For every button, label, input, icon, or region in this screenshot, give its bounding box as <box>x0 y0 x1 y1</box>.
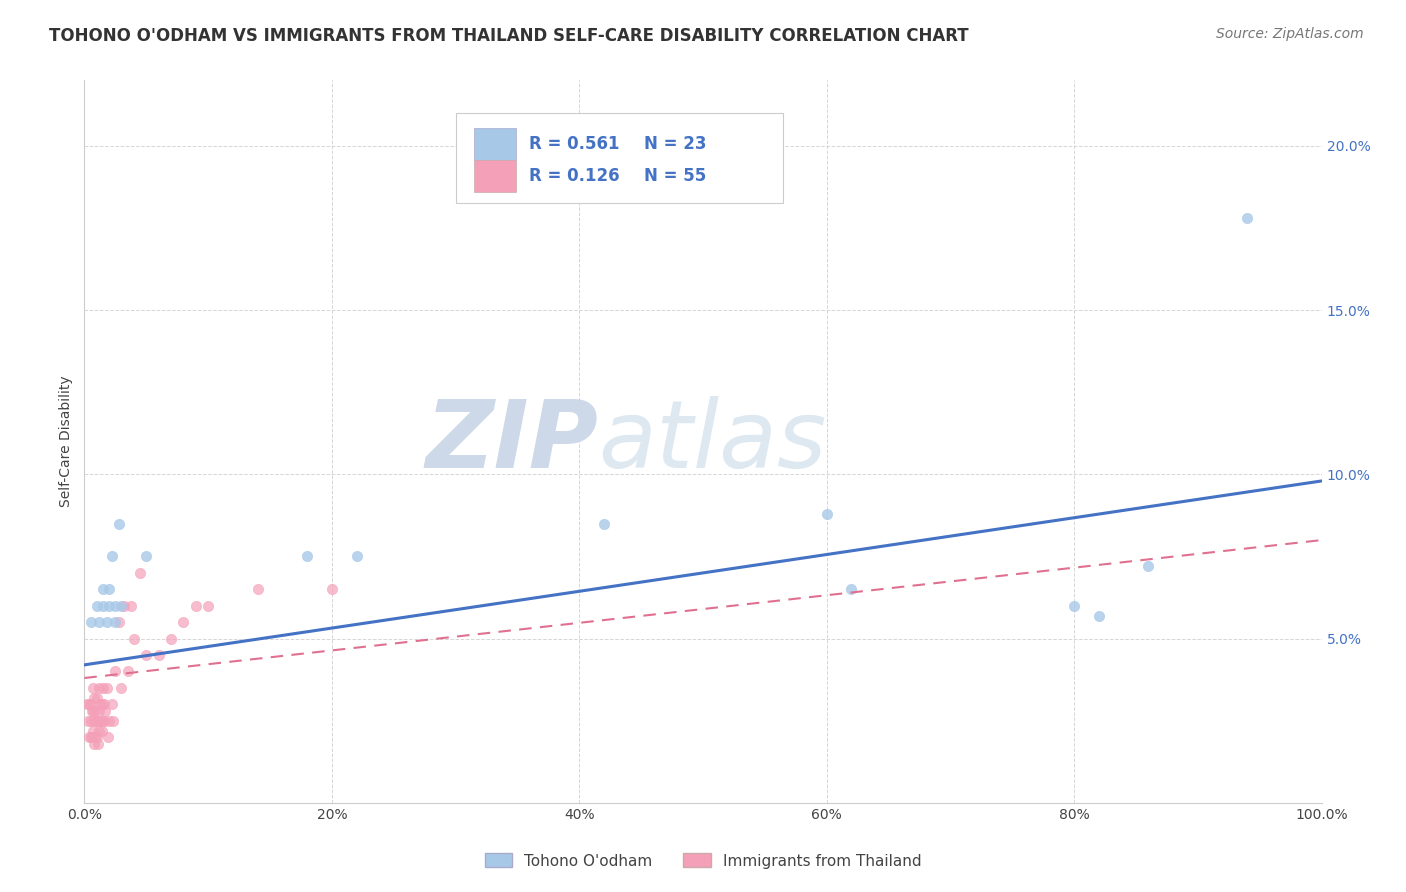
Point <box>89 723 111 738</box>
Point <box>87 737 110 751</box>
Point <box>91 681 114 695</box>
Point <box>135 648 157 662</box>
Point <box>82 681 104 695</box>
Point <box>122 632 145 646</box>
Point <box>89 681 111 695</box>
Point <box>93 714 115 728</box>
Point <box>79 730 101 744</box>
Point <box>82 704 104 718</box>
Point <box>98 714 121 728</box>
Point <box>346 549 368 564</box>
Text: TOHONO O'ODHAM VS IMMIGRANTS FROM THAILAND SELF-CARE DISABILITY CORRELATION CHAR: TOHONO O'ODHAM VS IMMIGRANTS FROM THAILA… <box>49 27 969 45</box>
Point <box>1236 211 1258 226</box>
Point <box>86 599 108 613</box>
Text: atlas: atlas <box>598 396 827 487</box>
Point <box>84 704 107 718</box>
Text: Source: ZipAtlas.com: Source: ZipAtlas.com <box>1216 27 1364 41</box>
Point <box>93 698 115 712</box>
Point <box>86 730 108 744</box>
Point <box>98 599 121 613</box>
Point <box>79 698 101 712</box>
Point <box>120 599 142 613</box>
Point <box>148 648 170 662</box>
Text: ZIP: ZIP <box>425 395 598 488</box>
Text: R = 0.561: R = 0.561 <box>529 135 619 153</box>
Point <box>89 704 111 718</box>
Point <box>90 723 112 738</box>
Point <box>117 665 139 679</box>
Point <box>86 690 108 705</box>
Point <box>108 516 131 531</box>
Point <box>593 516 616 531</box>
Point <box>90 698 112 712</box>
Point <box>197 599 219 613</box>
Point <box>77 714 100 728</box>
Point <box>172 615 194 630</box>
Point <box>80 730 103 744</box>
Point <box>79 730 101 744</box>
Point <box>101 714 124 728</box>
Point <box>321 582 343 597</box>
Point <box>91 714 114 728</box>
Point <box>76 698 98 712</box>
Y-axis label: Self-Care Disability: Self-Care Disability <box>59 376 73 508</box>
FancyBboxPatch shape <box>474 161 516 193</box>
FancyBboxPatch shape <box>474 128 516 160</box>
Text: R = 0.126: R = 0.126 <box>529 168 619 186</box>
Text: N = 23: N = 23 <box>644 135 706 153</box>
Point <box>104 615 127 630</box>
Point <box>135 549 157 564</box>
Point <box>110 681 132 695</box>
Point <box>79 714 101 728</box>
Point <box>91 582 114 597</box>
Point <box>83 690 105 705</box>
Point <box>1137 559 1160 574</box>
Point <box>84 730 107 744</box>
Point <box>87 714 110 728</box>
Point <box>100 549 122 564</box>
Point <box>89 698 111 712</box>
Point <box>91 599 114 613</box>
Point <box>129 566 152 580</box>
Point <box>82 723 104 738</box>
FancyBboxPatch shape <box>456 112 783 203</box>
Point <box>83 714 105 728</box>
Point <box>246 582 269 597</box>
Point <box>112 599 135 613</box>
Point <box>96 615 118 630</box>
Point <box>104 599 127 613</box>
Point <box>86 714 108 728</box>
Point <box>97 730 120 744</box>
Text: N = 55: N = 55 <box>644 168 706 186</box>
Point <box>79 615 101 630</box>
Point <box>1063 599 1085 613</box>
Point <box>104 665 127 679</box>
Point <box>96 681 118 695</box>
Point <box>89 615 111 630</box>
Legend: Tohono O'odham, Immigrants from Thailand: Tohono O'odham, Immigrants from Thailand <box>478 847 928 875</box>
Point <box>110 599 132 613</box>
Point <box>295 549 318 564</box>
Point <box>184 599 207 613</box>
Point <box>815 507 838 521</box>
Point <box>1088 608 1111 623</box>
Point <box>94 704 117 718</box>
Point <box>80 704 103 718</box>
Point <box>83 737 105 751</box>
Point <box>89 714 111 728</box>
Point <box>160 632 183 646</box>
Point <box>98 582 121 597</box>
Point <box>79 698 101 712</box>
Point <box>841 582 863 597</box>
Point <box>108 615 131 630</box>
Point <box>100 698 122 712</box>
